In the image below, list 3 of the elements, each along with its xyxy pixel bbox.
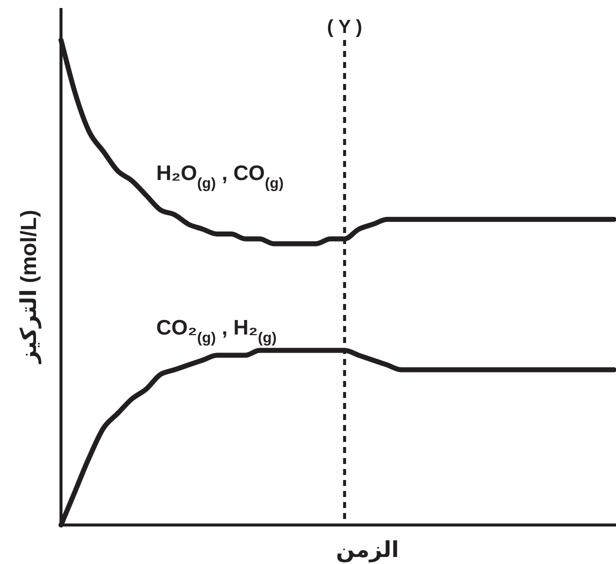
xlabel: الزمن bbox=[336, 537, 399, 562]
annotation: ( Y ) bbox=[327, 17, 362, 38]
ylabel: التركيز (mol/L) bbox=[16, 210, 41, 364]
